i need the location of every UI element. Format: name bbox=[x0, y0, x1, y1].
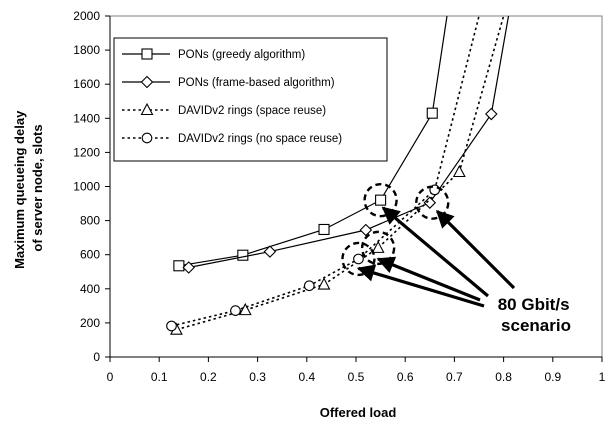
series-point bbox=[359, 223, 373, 237]
x-tick-label: 0.3 bbox=[249, 370, 266, 384]
series-point bbox=[375, 194, 387, 206]
series-point bbox=[371, 240, 385, 253]
x-tick-label: 0.9 bbox=[544, 370, 561, 384]
series-point bbox=[166, 320, 177, 332]
y-tick-label: 600 bbox=[80, 248, 100, 262]
legend-label: PONs (frame-based algorithm) bbox=[178, 77, 335, 89]
series-point bbox=[353, 253, 364, 265]
series-circle bbox=[166, 16, 480, 332]
series-square bbox=[173, 16, 448, 272]
x-tick-label: 0.8 bbox=[495, 370, 512, 384]
y-tick-label: 1400 bbox=[73, 111, 100, 125]
series-line bbox=[176, 16, 505, 331]
series-point bbox=[317, 277, 331, 290]
series-point bbox=[173, 260, 185, 272]
series-diamond bbox=[182, 16, 510, 274]
x-tick-label: 0.5 bbox=[348, 370, 365, 384]
scenario-annotation: 80 Gbit/s scenario bbox=[498, 295, 575, 335]
scenario-annotation-line-1: 80 Gbit/s bbox=[498, 295, 570, 314]
series-point bbox=[238, 302, 252, 316]
x-tick-label: 0.7 bbox=[446, 370, 463, 384]
series-line bbox=[171, 16, 480, 327]
series-line bbox=[178, 16, 448, 267]
y-axis-ticks: 0 200 400 600 800 1000 1200 1400 1600 1800 2000 bbox=[73, 9, 110, 364]
legend-marker bbox=[140, 102, 154, 116]
y-axis-label: Maximum queueing delay of server node, s… bbox=[12, 107, 45, 269]
series-point bbox=[303, 280, 315, 292]
scenario-annotation-line-2: scenario bbox=[501, 316, 571, 335]
x-tick-label: 0 bbox=[107, 370, 114, 384]
series-point bbox=[426, 107, 438, 119]
annotation-arrow bbox=[356, 264, 485, 308]
y-tick-label: 1200 bbox=[73, 145, 100, 159]
y-tick-label: 1000 bbox=[73, 180, 100, 194]
y-tick-label: 400 bbox=[80, 282, 100, 296]
series-triangle bbox=[170, 16, 505, 335]
x-tick-label: 1 bbox=[599, 370, 605, 384]
series-point bbox=[485, 107, 498, 121]
y-tick-label: 0 bbox=[93, 350, 100, 364]
series-layer bbox=[166, 16, 510, 335]
y-tick-label: 1600 bbox=[73, 77, 100, 91]
annotation-arrow bbox=[381, 206, 490, 298]
legend-label: PONs (greedy algorithm) bbox=[178, 49, 305, 61]
y-tick-label: 1800 bbox=[73, 43, 100, 57]
legend-label: DAVIDv2 rings (space reuse) bbox=[178, 105, 326, 117]
y-tick-label: 800 bbox=[80, 214, 100, 228]
series-point bbox=[237, 249, 249, 261]
x-tick-label: 0.2 bbox=[200, 370, 217, 384]
annotation-arrow bbox=[376, 256, 481, 302]
y-axis-label-line-2: of server node, slots bbox=[30, 124, 45, 251]
legend-marker bbox=[141, 48, 153, 60]
x-axis-label: Offered load bbox=[320, 405, 397, 420]
legend-label: DAVIDv2 rings (no space reuse) bbox=[178, 133, 342, 145]
highlight-circle bbox=[363, 182, 398, 218]
series-point bbox=[263, 245, 277, 258]
highlight-circle bbox=[415, 185, 450, 220]
annotation-layer bbox=[341, 182, 516, 308]
series-point bbox=[423, 196, 437, 209]
y-tick-label: 200 bbox=[80, 316, 100, 330]
x-tick-label: 0.6 bbox=[397, 370, 414, 384]
y-axis-label-line-1: Maximum queueing delay bbox=[12, 110, 27, 269]
x-tick-label: 0.4 bbox=[298, 370, 315, 384]
legend-marker bbox=[141, 132, 153, 144]
legend: PONs (greedy algorithm) PONs (frame-based… bbox=[113, 37, 388, 162]
series-point bbox=[182, 261, 195, 274]
series-point bbox=[452, 164, 466, 178]
annotation-arrow bbox=[435, 209, 516, 290]
legend-marker bbox=[140, 75, 154, 89]
x-axis-ticks: 0 0.1 0.2 0.3 0.4 0.5 0.6 0.7 0.8 0.9 1 bbox=[107, 357, 605, 384]
legend-box bbox=[113, 37, 388, 162]
x-tick-label: 0.1 bbox=[151, 370, 168, 384]
series-point bbox=[318, 223, 330, 236]
series-point bbox=[230, 305, 241, 316]
y-tick-label: 2000 bbox=[73, 9, 100, 23]
